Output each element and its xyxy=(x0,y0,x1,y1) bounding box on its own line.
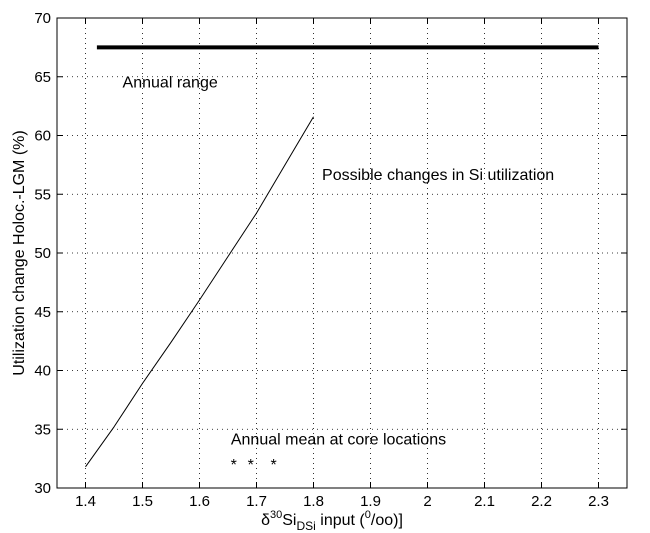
x-tick-label-3: 1.7 xyxy=(246,493,267,510)
x-tick-label-5: 1.9 xyxy=(360,493,381,510)
x-axis-label: δ30SiDSi input (0/oo)] xyxy=(261,509,403,533)
x-label-base: Si xyxy=(282,512,296,529)
x-tick-label-9: 2.3 xyxy=(588,493,609,510)
tick-layer: 1.4 1.5 1.6 1.7 1.8 1.9 2 2.1 2.2 2.3 30 35 40 45 50 55… xyxy=(34,10,627,510)
x-tick-label-2: 1.6 xyxy=(189,493,210,510)
x-label-superscript: 30 xyxy=(270,509,282,521)
asterisk-marker-0: * xyxy=(231,457,237,474)
annotation-annual-range: Annual range xyxy=(123,74,218,91)
x-label-delta: δ xyxy=(261,512,270,529)
annotation-si-utilization: Possible changes in Si utilization xyxy=(322,167,554,184)
y-tick-label-1: 35 xyxy=(34,421,51,438)
x-tick-label-4: 1.8 xyxy=(303,493,324,510)
y-tick-label-4: 50 xyxy=(34,245,51,262)
y-tick-label-0: 30 xyxy=(34,480,51,497)
x-tick-label-1: 1.5 xyxy=(132,493,153,510)
x-label-unit-superscript: 0 xyxy=(365,509,371,521)
y-axis-label: Utilization change Holoc.-LGM (%) xyxy=(11,130,28,375)
x-tick-label-0: 1.4 xyxy=(75,493,96,510)
x-tick-label-6: 2 xyxy=(423,493,431,510)
asterisk-marker-2: * xyxy=(270,457,276,474)
data-layer: * * * xyxy=(85,45,599,474)
y-tick-label-7: 65 xyxy=(34,69,51,86)
y-tick-label-2: 40 xyxy=(34,363,51,380)
y-tick-label-5: 55 xyxy=(34,186,51,203)
annotation-layer: Annual range Possible changes in Si utili… xyxy=(123,74,555,448)
utilization-curve xyxy=(85,116,314,468)
x-tick-label-8: 2.2 xyxy=(531,493,552,510)
x-label-subscript: DSi xyxy=(296,519,315,533)
x-label-unit-rest: /oo)] xyxy=(371,512,403,529)
y-tick-label-6: 60 xyxy=(34,128,51,145)
annotation-core-locations: Annual mean at core locations xyxy=(231,432,446,449)
x-label-rest: input ( xyxy=(316,512,366,529)
x-tick-label-7: 2.1 xyxy=(474,493,495,510)
y-tick-label-8: 70 xyxy=(34,10,51,27)
y-tick-label-3: 45 xyxy=(34,304,51,321)
asterisk-marker-1: * xyxy=(248,457,254,474)
